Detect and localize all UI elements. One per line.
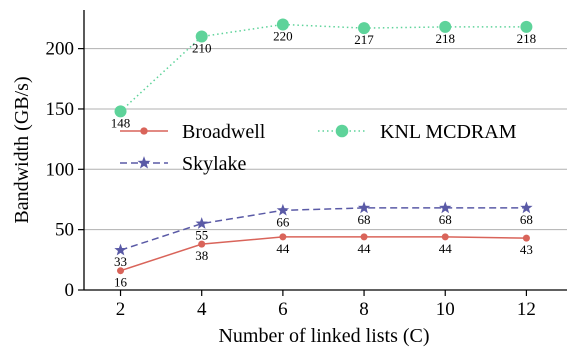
- data-point-knl-mcdram-10: [439, 20, 452, 33]
- data-label-broadwell-8: 44: [358, 241, 372, 256]
- data-label-broadwell-12: 43: [520, 242, 533, 257]
- series-layer: 16 38 44 44 44 43 33 55 66 68 68 68 148 210 220 217 218 2…: [111, 18, 536, 290]
- data-point-broadwell-8: [360, 233, 368, 241]
- data-label-knl-mcdram-12: 218: [517, 31, 537, 46]
- x-tick-label-10: 10: [436, 299, 455, 320]
- y-axis-label: Bandwidth (GB/s): [11, 76, 33, 223]
- data-label-knl-mcdram-8: 217: [354, 32, 374, 47]
- data-label-skylake-12: 68: [520, 212, 533, 227]
- series-broadwell: 16 38 44 44 44 43: [114, 233, 533, 290]
- data-label-broadwell-10: 44: [439, 241, 453, 256]
- data-point-skylake-12: [520, 201, 533, 214]
- legend-marker-knl-mcdram: [335, 124, 349, 138]
- data-label-broadwell-4: 38: [195, 248, 208, 263]
- y-tick-label-150: 150: [46, 99, 75, 120]
- data-point-knl-mcdram-4: [195, 30, 208, 43]
- legend-label-skylake: Skylake: [182, 153, 247, 175]
- x-tick-label-2: 2: [116, 299, 126, 320]
- data-point-broadwell-4: [198, 240, 206, 248]
- x-tick-label-4: 4: [197, 299, 207, 320]
- x-tick-label-8: 8: [359, 299, 369, 320]
- series-line-skylake: [120, 207, 527, 251]
- legend-marker-skylake: [137, 156, 151, 169]
- gridlines: [84, 48, 567, 231]
- data-label-skylake-8: 68: [358, 212, 371, 227]
- data-label-skylake-4: 55: [195, 228, 208, 243]
- data-point-knl-mcdram-2: [114, 105, 127, 118]
- legend-label-broadwell: Broadwell: [182, 121, 266, 143]
- data-label-knl-mcdram-6: 220: [273, 28, 293, 43]
- x-axis-label: Number of linked lists (C): [218, 325, 429, 347]
- series-skylake: 33 55 66 68 68 68: [114, 201, 533, 269]
- data-label-skylake-6: 66: [276, 214, 290, 229]
- data-point-broadwell-10: [441, 233, 449, 241]
- data-point-skylake-6: [276, 203, 290, 216]
- data-point-skylake-4: [195, 217, 208, 229]
- legend-item-knl-mcdram: KNL MCDRAM: [318, 121, 517, 143]
- data-point-broadwell-6: [279, 233, 287, 241]
- series-line-broadwell: [120, 236, 527, 272]
- legend-item-skylake: Skylake: [120, 153, 247, 175]
- data-point-skylake-8: [357, 201, 371, 214]
- data-label-knl-mcdram-10: 218: [435, 31, 455, 46]
- data-point-skylake-2: [114, 243, 127, 256]
- y-tick-label-50: 50: [55, 220, 74, 241]
- data-label-skylake-10: 68: [439, 212, 452, 227]
- y-tick-label-200: 200: [46, 39, 75, 60]
- data-label-knl-mcdram-4: 210: [192, 41, 212, 56]
- legend-label-knl-mcdram: KNL MCDRAM: [380, 121, 517, 143]
- data-point-broadwell-2: [117, 267, 125, 275]
- data-label-broadwell-6: 44: [276, 241, 290, 256]
- series-line-knl-mcdram: [120, 23, 527, 112]
- series-knl-mcdram: 148 210 220 217 218 218: [111, 18, 536, 130]
- legend-marker-broadwell: [140, 127, 148, 135]
- x-tick-label-6: 6: [278, 299, 288, 320]
- y-tick-label-100: 100: [46, 159, 75, 180]
- data-label-skylake-2: 33: [114, 254, 127, 269]
- legend-item-broadwell: Broadwell: [120, 121, 266, 143]
- data-point-broadwell-12: [522, 234, 530, 242]
- data-point-knl-mcdram-8: [358, 22, 371, 35]
- data-point-knl-mcdram-6: [276, 18, 289, 31]
- data-label-broadwell-2: 16: [114, 275, 128, 290]
- data-point-knl-mcdram-12: [520, 20, 533, 33]
- data-point-skylake-10: [439, 201, 452, 214]
- x-tick-label-12: 12: [517, 299, 536, 320]
- data-label-knl-mcdram-2: 148: [111, 115, 131, 130]
- legend: Broadwell Skylake KNL MCDRAM: [120, 121, 517, 175]
- y-tick-label-0: 0: [65, 280, 75, 301]
